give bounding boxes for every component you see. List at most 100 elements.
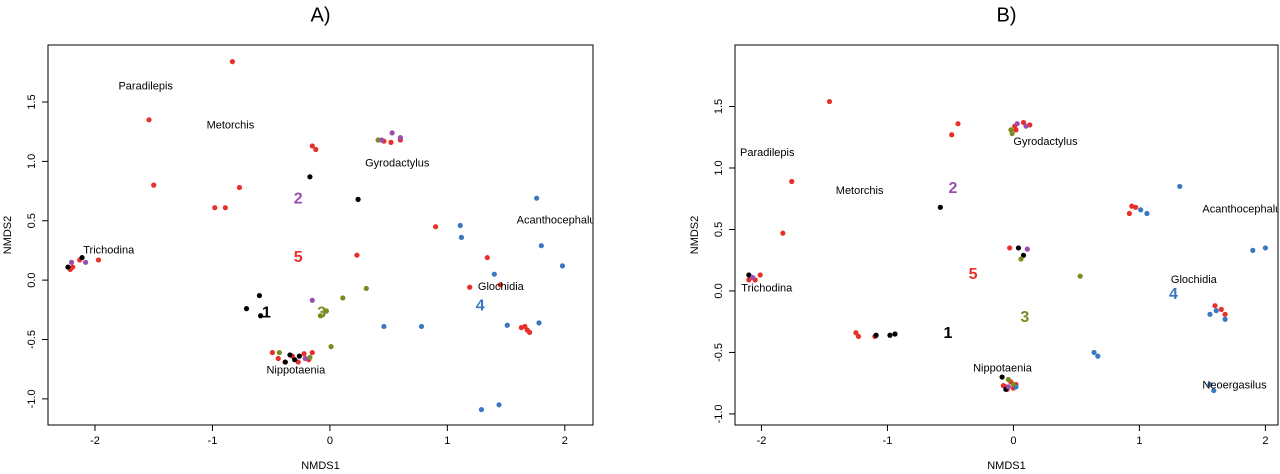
y-axis-label: NMDS2 [689,216,701,255]
point [497,282,503,288]
annotation: Acanthocephalu [517,215,596,227]
y-tick-label: 0.5 [26,213,38,228]
point [287,352,293,358]
point [522,323,528,330]
point [1250,247,1256,253]
annotation: Gyrodactylus [1013,136,1078,148]
point [496,402,502,408]
point [1007,245,1013,251]
x-tick-label: -1 [883,435,893,447]
point [1218,306,1224,313]
point [1262,245,1269,251]
point [307,174,313,180]
cluster-label: 5 [294,249,303,266]
annotation: Trichodina [83,244,135,256]
y-tick-label: -0.5 [713,343,725,362]
cluster-label: 3 [317,305,326,322]
point [389,130,395,136]
point [1018,256,1024,262]
point [826,98,833,105]
point [757,272,763,278]
point [378,137,385,143]
point [276,349,282,356]
point [1207,381,1213,388]
plot-frame [734,44,1279,426]
x-tick-label: -1 [208,435,218,447]
x-axis-label: NMDS1 [301,460,340,472]
point [1213,308,1219,314]
annotation: Gyrodactylus [365,158,430,170]
x-tick-label: 2 [562,435,568,447]
panel: A) NMDS1 NMDS2 -2 -1 0 1 2 -1.0 -0.5 0.0 0.5 1.0 1.5 P… [2,4,596,472]
point [1005,384,1011,390]
point [1177,183,1183,190]
point [309,143,315,149]
point [151,182,157,188]
point [397,135,403,141]
point [1020,252,1027,258]
plot-area: Paradilepis Metorchis Gyrodactylus Acanthoc… [740,98,1280,394]
x-tick-label: 0 [1010,435,1016,447]
point [212,205,218,211]
point [309,349,315,356]
point [292,357,298,363]
annotation: Acanthocephalu [1202,204,1280,216]
point [307,354,313,360]
point [340,295,346,301]
panel: B) NMDS1 NMDS2 -2 -1 0 1 2 -1.0 -0.5 0.0 0.5 1.0 1.5 P… [689,4,1280,472]
point [478,406,485,413]
point [526,329,533,335]
cluster-label: 1 [262,305,271,322]
annotation: Metorchis [207,120,255,132]
point [789,178,795,185]
point [746,272,752,278]
y-tick-label: -0.5 [26,330,38,349]
point [301,351,307,357]
point [1009,130,1015,137]
point [68,259,75,265]
point [1207,311,1213,317]
annotation: Nippotaenia [266,364,326,376]
point [296,353,302,359]
point [1024,246,1030,252]
point [1095,353,1101,359]
x-tick-label: 2 [1262,435,1268,447]
point [302,355,308,362]
point [328,344,334,350]
point [559,263,566,269]
point [484,254,490,261]
x-tick-label: -2 [757,435,767,447]
point [229,59,236,65]
y-axis-label: NMDS2 [2,216,14,255]
point [282,359,288,365]
point [1091,349,1097,356]
point [1222,311,1228,317]
point [381,323,387,330]
annotation: Glochidia [1171,274,1218,286]
point [82,259,89,265]
point [243,306,250,312]
point [275,355,281,362]
point [534,195,540,201]
point [355,196,361,202]
point [887,332,893,338]
point [1005,376,1011,383]
annotation: Paradilepis [118,80,173,92]
point [1138,207,1144,213]
y-tick-label: 1.0 [26,154,38,169]
plot-frame [47,44,594,426]
point [79,254,85,261]
point [1077,273,1083,279]
cluster-label: 3 [1020,309,1029,326]
cluster-label: 4 [1169,286,1178,303]
point [1013,127,1019,133]
point [999,374,1005,380]
point [746,277,752,283]
point [458,234,465,240]
x-tick-label: 1 [444,435,450,447]
plot-area: Paradilepis Metorchis Gyrodactylus Acanthoc… [65,59,596,413]
point [317,313,324,319]
point [65,264,71,270]
point [780,230,786,236]
